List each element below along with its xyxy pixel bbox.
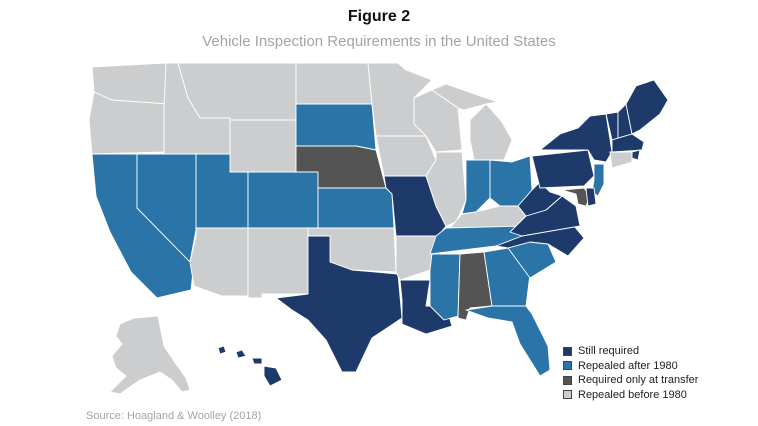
state-ny — [539, 113, 613, 163]
state-az — [189, 227, 249, 297]
source-note: Source: Hoagland & Woolley (2018) — [86, 410, 262, 422]
state-sd — [295, 103, 377, 151]
state-mi-upper — [431, 83, 499, 111]
state-co — [247, 171, 319, 229]
legend-swatch-transfer — [563, 375, 572, 385]
state-wv — [517, 181, 563, 217]
state-nm — [247, 227, 309, 299]
state-nj — [591, 163, 605, 197]
legend: Still required Repealed after 1980 Requi… — [563, 344, 698, 402]
state-ri — [631, 149, 641, 161]
state-il — [425, 151, 467, 227]
state-tx — [275, 235, 403, 373]
legend-label-repealed-after: Repealed after 1980 — [578, 359, 678, 372]
legend-item-repealed-after: Repealed after 1980 — [563, 359, 698, 374]
legend-label-before: Repealed before 1980 — [578, 388, 687, 401]
state-ma — [611, 133, 645, 153]
state-ar — [395, 235, 439, 281]
legend-label-still: Still required — [578, 345, 640, 358]
legend-swatch-still — [563, 346, 572, 356]
state-wy — [229, 119, 297, 173]
legend-label-transfer: Required only at transfer — [578, 374, 699, 387]
state-mi — [469, 103, 513, 161]
state-me — [625, 79, 669, 135]
state-la — [399, 279, 453, 335]
state-mt — [177, 62, 297, 121]
state-hi-1 — [217, 345, 227, 355]
state-ia — [375, 135, 437, 177]
figure-title: Figure 2 — [347, 8, 411, 25]
state-ms — [429, 253, 461, 321]
state-fl — [465, 305, 551, 377]
state-md — [561, 187, 591, 207]
state-in — [461, 159, 491, 215]
state-ak — [109, 315, 191, 395]
legend-item-before: Repealed before 1980 — [563, 388, 698, 403]
legend-swatch-before — [563, 390, 572, 400]
legend-swatch-repealed-after — [563, 361, 572, 371]
state-pa — [531, 149, 595, 189]
legend-item-transfer: Required only at transfer — [563, 373, 698, 388]
state-hi-3 — [251, 357, 263, 365]
legend-item-still: Still required — [563, 344, 698, 359]
state-de — [585, 187, 597, 207]
state-ks — [317, 187, 395, 229]
state-hi-2 — [235, 349, 247, 359]
state-nd — [295, 62, 373, 105]
figure-subtitle: Vehicle Inspection Requirements in the U… — [202, 33, 556, 50]
state-ct — [609, 151, 633, 169]
state-hi-4 — [263, 365, 283, 387]
